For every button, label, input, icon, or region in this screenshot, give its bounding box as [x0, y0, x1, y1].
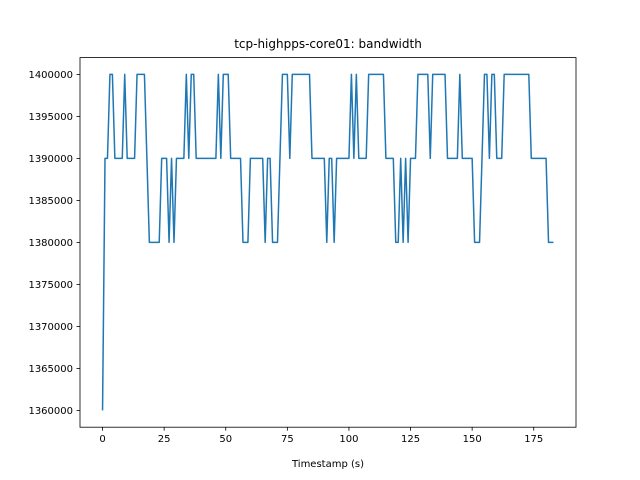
y-tick-label: 1375000 [28, 280, 73, 291]
x-tick-label: 175 [524, 434, 543, 445]
x-tick-label: 150 [463, 434, 482, 445]
y-tick-label: 1385000 [28, 196, 73, 207]
y-tick-label: 1395000 [28, 112, 73, 123]
data-line [101, 73, 554, 411]
x-tick-label: 125 [401, 434, 420, 445]
x-tick-label: 50 [219, 434, 232, 445]
plot-frame [79, 57, 577, 428]
x-tick-label: 25 [158, 434, 171, 445]
y-tick-label: 1370000 [28, 322, 73, 333]
x-tick-label: 100 [339, 434, 358, 445]
y-tick-label: 1400000 [28, 70, 73, 81]
y-tick-label: 1390000 [28, 154, 73, 165]
chart-title: tcp-highpps-core01: bandwidth [234, 37, 422, 51]
x-tick-label: 75 [281, 434, 294, 445]
x-tick-label: 0 [99, 434, 105, 445]
y-tick-label: 1365000 [28, 364, 73, 375]
x-axis-label: Timestamp (s) [291, 459, 364, 470]
y-tick-label: 1360000 [28, 406, 73, 417]
y-tick-label: 1380000 [28, 238, 73, 249]
